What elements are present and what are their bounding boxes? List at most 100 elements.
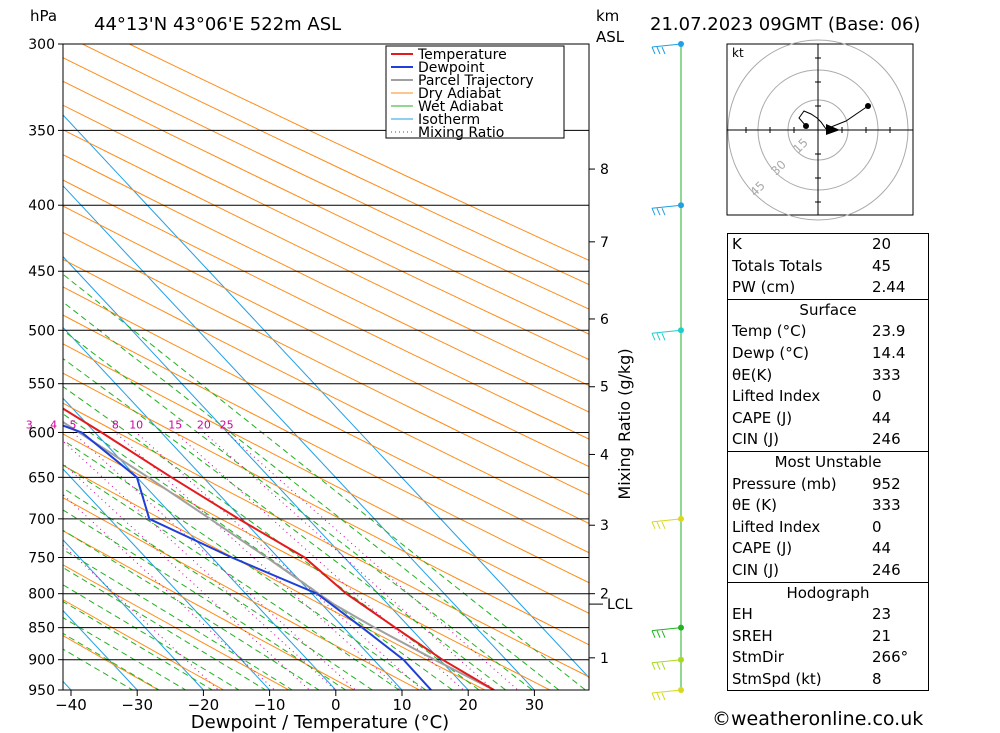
barb-flag bbox=[661, 630, 666, 638]
barb-dot bbox=[678, 41, 684, 47]
mixing-ratio-line bbox=[135, 432, 424, 690]
background-lines bbox=[63, 44, 589, 690]
copyright: ©weatheronline.co.uk bbox=[712, 708, 924, 730]
k-label: K bbox=[732, 235, 742, 253]
sreh-value: 21 bbox=[872, 626, 892, 645]
pw-value: 2.44 bbox=[872, 278, 906, 297]
temperature-tick-label: −10 bbox=[254, 696, 286, 714]
wet-adiabat-line bbox=[63, 439, 427, 690]
hodograph-trace-low bbox=[798, 110, 827, 130]
isotherm-line bbox=[63, 255, 469, 690]
barb-flag bbox=[656, 208, 661, 216]
barb-flag bbox=[656, 46, 661, 55]
dry-adiabat-line bbox=[128, 44, 589, 261]
isotherm-line bbox=[63, 114, 589, 679]
mu-pressure-label: Pressure (mb) bbox=[732, 474, 837, 493]
height-unit-km: km bbox=[596, 7, 619, 25]
row-stmspd: StmSpd (kt) 8 bbox=[728, 669, 928, 691]
dewpoint-line bbox=[63, 424, 432, 690]
temperature-tick-label: −30 bbox=[121, 696, 153, 714]
row-mu-li: Lifted Index 0 bbox=[728, 517, 928, 539]
sfc-li-label: Lifted Index bbox=[732, 387, 821, 406]
dry-adiabat-line bbox=[63, 530, 356, 690]
dry-adiabat-line bbox=[63, 314, 589, 584]
mu-thetae-value: 333 bbox=[872, 496, 901, 515]
wind-barb bbox=[651, 202, 684, 216]
pressure-tick-label: 500 bbox=[28, 323, 55, 339]
height-tick-label: 3 bbox=[600, 518, 609, 534]
barb-dot bbox=[678, 624, 684, 631]
mixing-ratio-label: 5 bbox=[70, 418, 77, 431]
mixing-ratio-line bbox=[115, 432, 402, 690]
hodo-title: Hodograph bbox=[786, 583, 870, 602]
mixing-ratio-line bbox=[226, 432, 519, 690]
row-eh: EH 23 bbox=[728, 604, 928, 626]
surface-section: Surface Temp (°C) 23.9 Dewp (°C) 14.4 θE(K… bbox=[728, 298, 928, 451]
hodograph-ticks bbox=[745, 57, 891, 203]
dry-adiabat-line bbox=[63, 231, 589, 496]
mixing-ratio-label: 8 bbox=[112, 418, 119, 431]
barb-shaft bbox=[651, 518, 682, 523]
eh-label: EH bbox=[732, 605, 753, 624]
barb-flag bbox=[661, 333, 666, 341]
dry-adiabat-line bbox=[63, 372, 589, 646]
mixing-ratio-axis-label: Mixing Ratio (g/kg) bbox=[615, 348, 634, 499]
barb-flag bbox=[651, 521, 656, 530]
sfc-temp-value: 23.9 bbox=[872, 322, 906, 341]
dry-adiabat-line bbox=[63, 104, 589, 361]
tt-value: 45 bbox=[872, 256, 892, 275]
plot-frame bbox=[62, 43, 590, 691]
wet-adiabat-line bbox=[63, 273, 587, 690]
indices-table: K 20 Totals Totals 45 PW (cm) 2.44 Surface … bbox=[727, 233, 929, 692]
barb-flag bbox=[661, 662, 666, 670]
row-sreh: SREH 21 bbox=[728, 626, 928, 648]
most-unstable-title: Most Unstable bbox=[774, 452, 882, 471]
sfc-cin-label: CIN (J) bbox=[732, 430, 780, 449]
barb-dot bbox=[678, 656, 684, 663]
barb-dot bbox=[678, 202, 684, 209]
legend-label-mixing-ratio: Mixing Ratio bbox=[418, 125, 504, 141]
mixing-ratio-line bbox=[174, 432, 465, 690]
mu-pressure-value: 952 bbox=[872, 474, 901, 493]
mu-cape-label: CAPE (J) bbox=[732, 539, 793, 558]
pressure-tick-label: 600 bbox=[28, 425, 55, 441]
wet-adiabat-line bbox=[63, 648, 134, 690]
row-sfc-li: Lifted Index 0 bbox=[728, 386, 928, 408]
barb-flag bbox=[656, 662, 661, 670]
sfc-thetae-label: θE(K) bbox=[732, 365, 773, 384]
temperature-tick-label: 30 bbox=[525, 696, 544, 714]
barb-flag bbox=[661, 46, 666, 55]
isotherm-line bbox=[63, 468, 271, 690]
sfc-dewp-label: Dewp (°C) bbox=[732, 343, 810, 362]
x-axis-label: Dewpoint / Temperature (°C) bbox=[191, 712, 449, 733]
pressure-tick-label: 300 bbox=[28, 37, 55, 53]
legend-label-dry-adiabat: Dry Adiabat bbox=[418, 86, 501, 102]
mu-cin-value: 246 bbox=[872, 560, 901, 579]
hodograph-point-top bbox=[865, 103, 871, 109]
temperature-tick-label: −40 bbox=[55, 696, 87, 714]
row-mu-cape: CAPE (J) 44 bbox=[728, 538, 928, 560]
dry-adiabat-line bbox=[63, 154, 589, 413]
temperature-tick-label: 10 bbox=[392, 696, 411, 714]
row-pw: PW (cm) 2.44 bbox=[728, 277, 928, 299]
height-tick-label: 4 bbox=[600, 447, 609, 463]
wet-adiabat-line bbox=[63, 584, 240, 690]
pressure-tick-label: 400 bbox=[28, 198, 55, 214]
most-unstable-section: Most Unstable Pressure (mb) 952 θE (K) 333… bbox=[728, 450, 928, 582]
barb-flag bbox=[656, 692, 661, 701]
barb-flag bbox=[656, 630, 661, 638]
height-axis: 8 7 6 5 4 3 2 1 LCL bbox=[589, 162, 633, 667]
profile-lines bbox=[63, 407, 495, 690]
legend-label-parcel: Parcel Trajectory bbox=[418, 73, 534, 89]
row-mu-thetae: θE (K) 333 bbox=[728, 495, 928, 517]
row-sfc-cape: CAPE (J) 44 bbox=[728, 408, 928, 430]
stmdir-label: StmDir bbox=[732, 648, 784, 667]
hodograph-unit: kt bbox=[732, 46, 744, 60]
dry-adiabat-line bbox=[63, 497, 421, 690]
dry-adiabat-line bbox=[63, 464, 486, 690]
barb-flag bbox=[651, 208, 656, 216]
dry-adiabat-line bbox=[63, 433, 551, 690]
dry-adiabat-line bbox=[63, 57, 589, 310]
sfc-cin-value: 246 bbox=[872, 430, 901, 449]
dry-adiabat-line bbox=[63, 343, 589, 614]
